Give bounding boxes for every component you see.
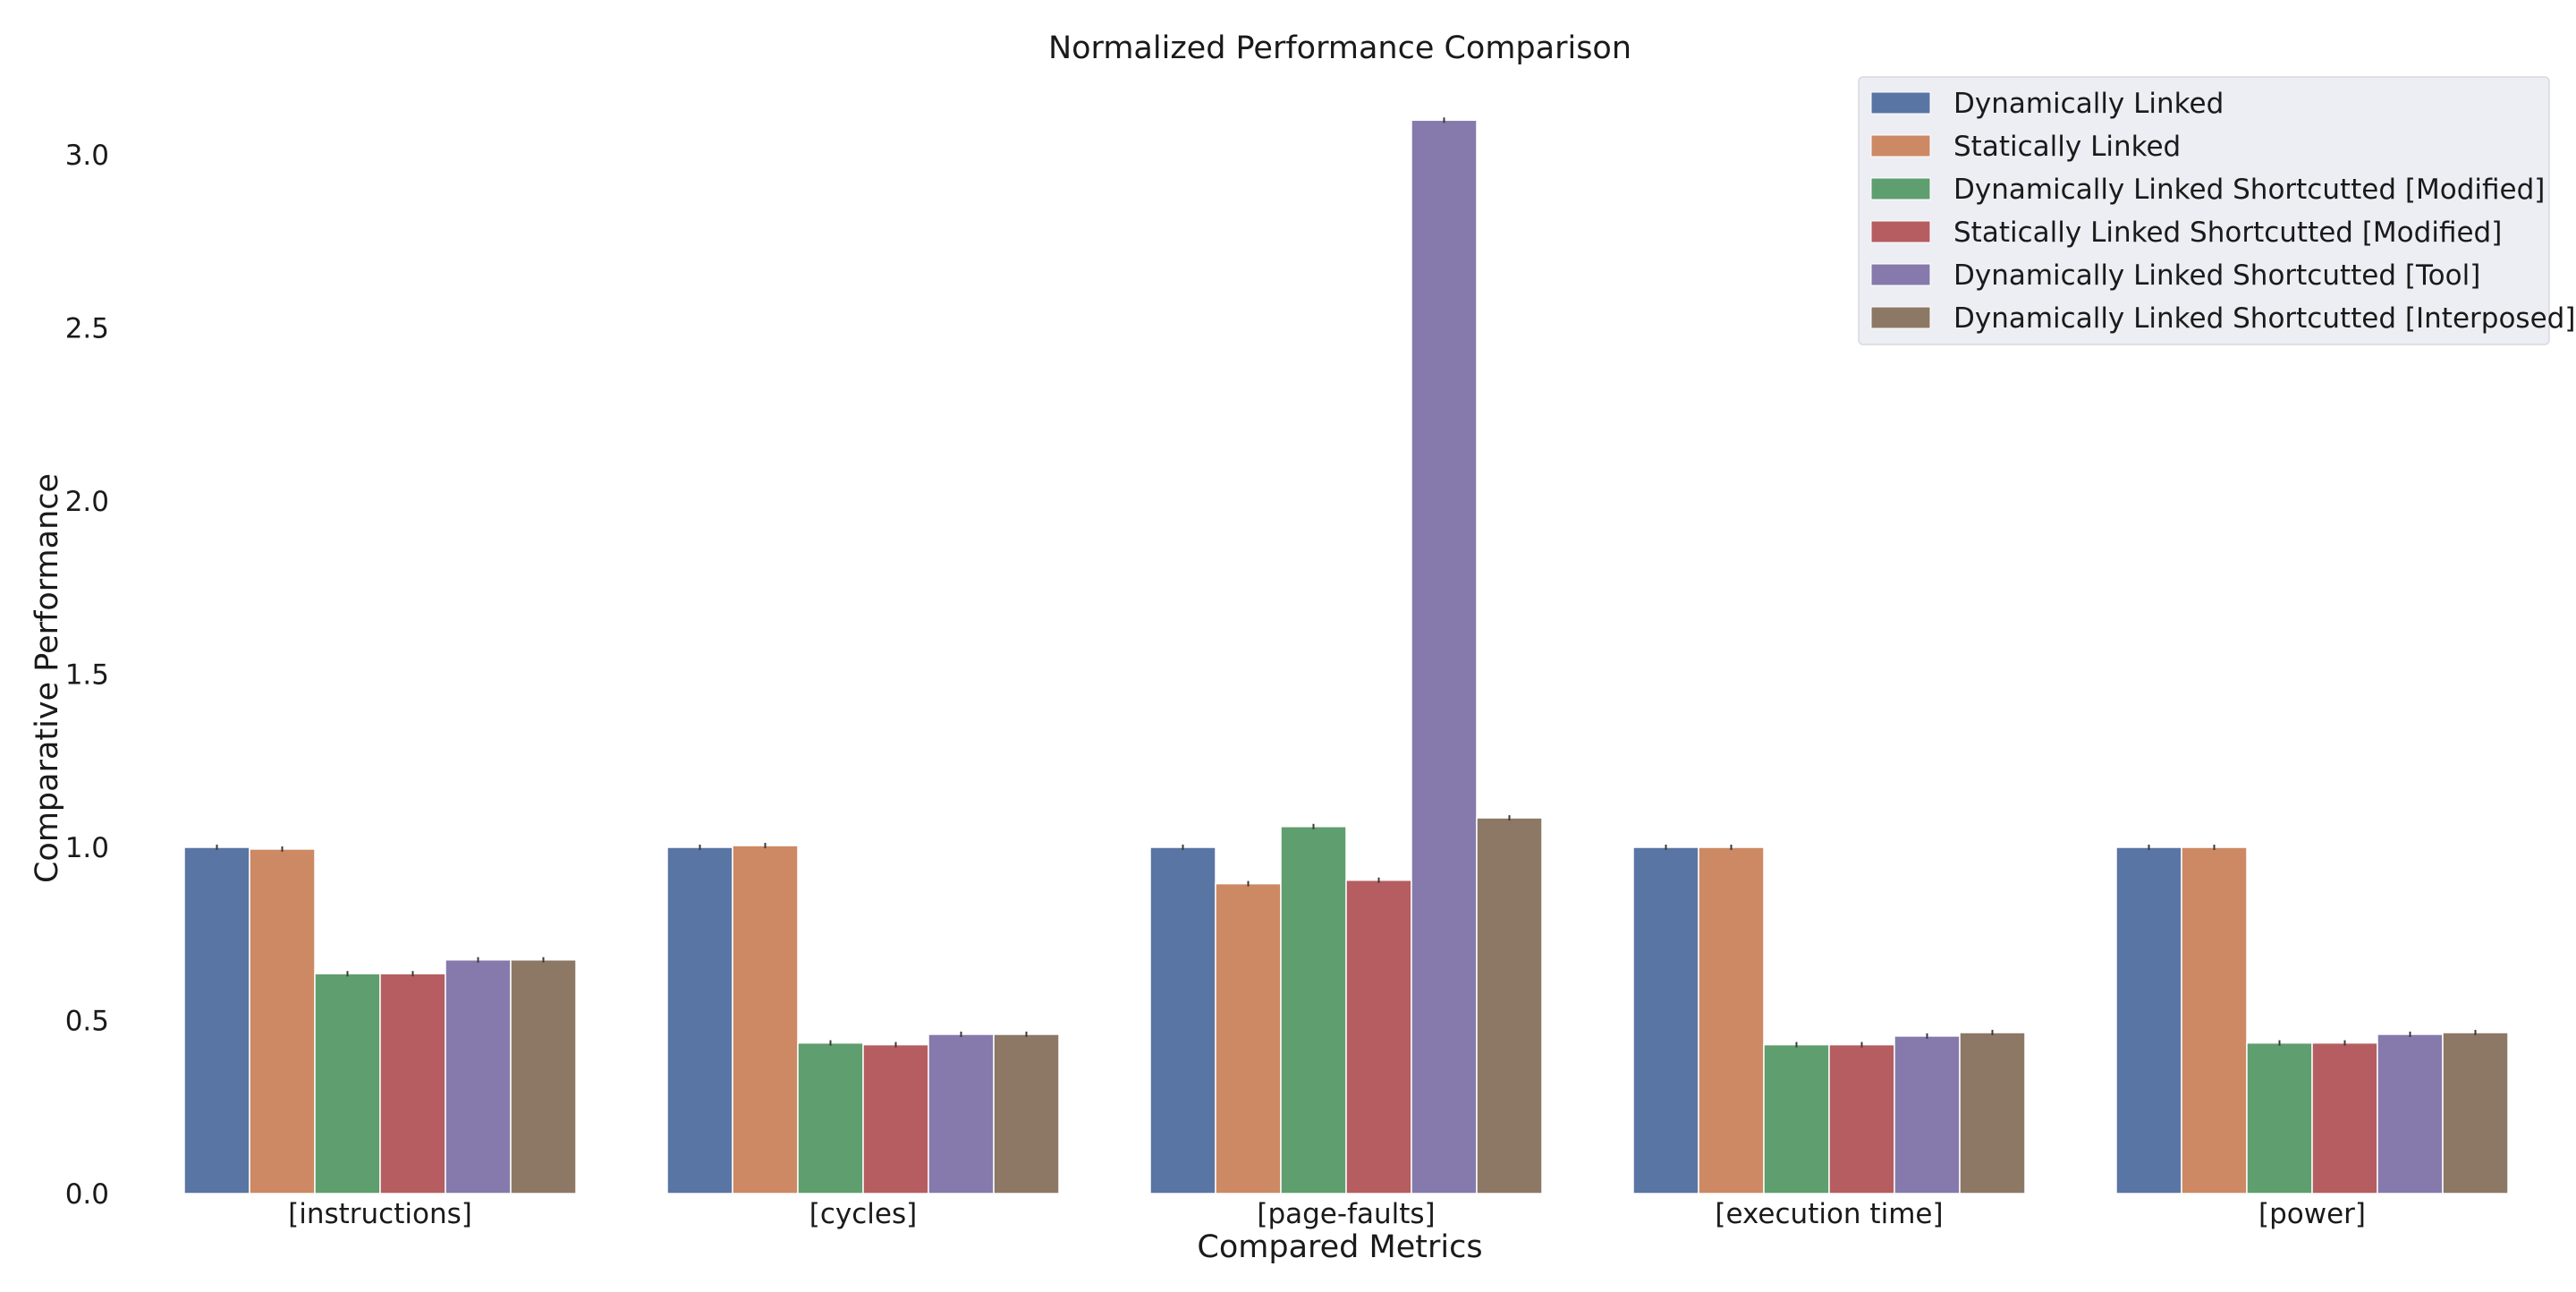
legend-entry-label: Statically Linked Shortcutted [Modified]	[1953, 217, 2502, 249]
chart-title: Normalized Performance Comparison	[1048, 30, 1631, 66]
bar	[797, 1041, 864, 1194]
legend-swatch	[1870, 134, 1931, 157]
bar-series-group	[183, 117, 2509, 1194]
legend-entry-label: Statically Linked	[1953, 131, 2181, 163]
legend-box	[1858, 76, 2550, 345]
x-tick-label: [page-faults]	[1257, 1198, 1435, 1230]
x-axis-label: Compared Metrics	[1197, 1229, 1482, 1265]
bar	[445, 959, 512, 1194]
bar	[666, 846, 733, 1194]
bar	[1149, 846, 1216, 1194]
y-tick-label: 1.0	[65, 832, 109, 864]
bar	[379, 973, 446, 1194]
y-tick-label: 2.5	[65, 313, 109, 345]
y-tick-label: 3.0	[65, 140, 109, 172]
legend: Dynamically Linked Statically Linked Dynam…	[1858, 76, 2575, 345]
bar	[1215, 882, 1282, 1194]
y-axis-label: Comparative Performance	[30, 473, 65, 883]
bar	[993, 1033, 1060, 1194]
bar	[862, 1043, 929, 1194]
legend-entry-label: Dynamically Linked Shortcutted [Interpos…	[1953, 302, 2575, 335]
x-tick-label: [instructions]	[288, 1198, 472, 1230]
y-tick-label: 0.5	[65, 1006, 109, 1038]
bar	[249, 848, 316, 1194]
bar	[1632, 846, 1699, 1194]
bar	[2246, 1041, 2313, 1194]
bar	[2442, 1032, 2509, 1194]
legend-swatch	[1870, 306, 1931, 329]
bar	[1698, 846, 1765, 1194]
y-tick-label: 1.5	[65, 659, 109, 692]
legend-swatch	[1870, 220, 1931, 243]
bar	[183, 846, 250, 1194]
legend-entry-label: Dynamically Linked Shortcutted [Modified…	[1953, 174, 2545, 206]
y-axis-ticks: 0.0 0.5 1.0 1.5 2.0 2.5 3.0	[65, 140, 109, 1211]
bar	[314, 973, 381, 1194]
legend-entry-label: Dynamically Linked Shortcutted [Tool]	[1953, 259, 2480, 292]
bar	[1959, 1032, 2026, 1194]
legend-entry-label: Dynamically Linked	[1953, 88, 2224, 120]
bar	[2115, 846, 2182, 1194]
x-tick-label: [execution time]	[1715, 1198, 1943, 1230]
bar	[1411, 119, 1478, 1194]
bar	[928, 1033, 995, 1194]
bar	[1345, 880, 1412, 1194]
bar	[1828, 1043, 1895, 1194]
x-tick-label: [power]	[2258, 1198, 2366, 1230]
bar	[1476, 817, 1543, 1194]
y-tick-label: 2.0	[65, 486, 109, 518]
x-axis-ticks: [instructions] [cycles] [page-faults] [exec…	[288, 1198, 2366, 1230]
bar	[732, 845, 799, 1194]
legend-swatch	[1870, 91, 1931, 115]
bar	[510, 959, 577, 1194]
legend-swatch	[1870, 177, 1931, 200]
bar	[2377, 1033, 2444, 1194]
bar	[1763, 1043, 1830, 1194]
x-tick-label: [cycles]	[809, 1198, 917, 1230]
bar	[2311, 1041, 2378, 1194]
bar	[2181, 846, 2248, 1194]
bar	[1894, 1035, 1961, 1194]
bar	[1280, 826, 1347, 1194]
y-tick-label: 0.0	[65, 1178, 109, 1211]
legend-swatch	[1870, 263, 1931, 286]
